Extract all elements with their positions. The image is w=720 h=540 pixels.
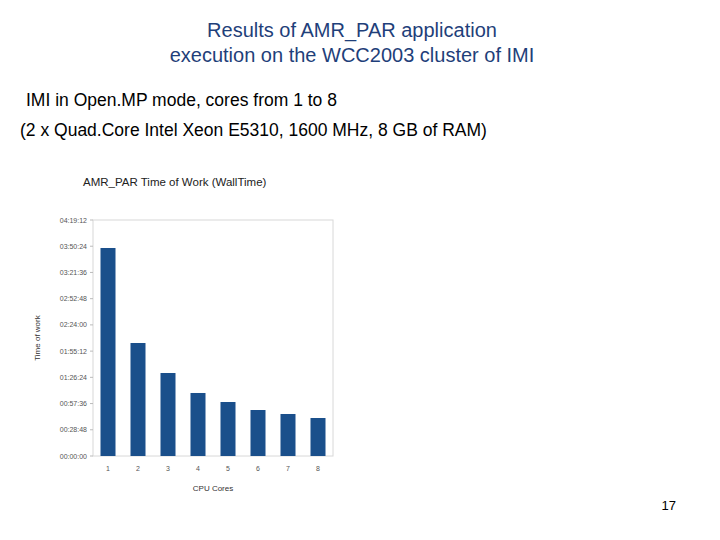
y-tick [90,456,93,457]
y-tick [90,246,93,247]
bar [311,418,326,456]
bars [101,248,326,456]
y-tick [90,403,93,404]
y-tick-label: 03:50:24 [60,243,87,250]
y-tick [90,298,93,299]
slide-title: Results of AMR_PAR application [207,19,497,42]
bar [281,414,296,456]
bar [221,402,236,456]
x-tick-label: 1 [106,465,110,472]
plot-frame [93,220,333,456]
bar [191,393,206,456]
slide-subtitle: IMI in Open.MP mode, cores from 1 to 8 [26,90,337,110]
bar [101,248,116,456]
slide: Results of AMR_PAR applicationexecution … [0,0,720,540]
y-tick-label: 01:26:24 [60,374,87,381]
x-tick-label: 3 [166,465,170,472]
slide-title: execution on the WCC2003 cluster of IMI [170,44,535,66]
y-tick-label: 01:55:12 [60,348,87,355]
x-tick-label: 8 [316,465,320,472]
y-tick [90,272,93,273]
y-tick-label: 04:19:12 [60,217,87,224]
x-tick-label: 4 [196,465,200,472]
y-tick [90,324,93,325]
y-tick-label: 00:28:48 [60,426,87,433]
x-axis-label: CPU Cores [193,484,233,493]
y-axis-label: Time of work [33,314,42,360]
bar [161,373,176,456]
page-number: 17 [662,498,676,513]
y-tick-label: 03:21:36 [60,269,87,276]
y-tick [90,351,93,352]
x-tick-label: 2 [136,465,140,472]
slide-subtitle: (2 x Quad.Core Intel Xeon E5310, 1600 MH… [20,120,487,140]
x-tick-label: 5 [226,465,230,472]
y-tick-label: 02:52:48 [60,295,87,302]
y-tick [90,220,93,221]
x-tick-label: 6 [256,465,260,472]
bar [131,343,146,456]
y-tick-label: 00:57:36 [60,400,87,407]
y-tick [90,429,93,430]
y-tick [90,377,93,378]
bar [251,410,266,456]
y-tick-label: 00:00:00 [60,453,87,460]
y-tick-label: 02:24:00 [60,321,87,328]
chart: AMR_PAR Time of Work (WallTime) 00:00:00 0… [33,176,333,493]
chart-title: AMR_PAR Time of Work (WallTime) [83,176,267,188]
x-tick-label: 7 [286,465,290,472]
